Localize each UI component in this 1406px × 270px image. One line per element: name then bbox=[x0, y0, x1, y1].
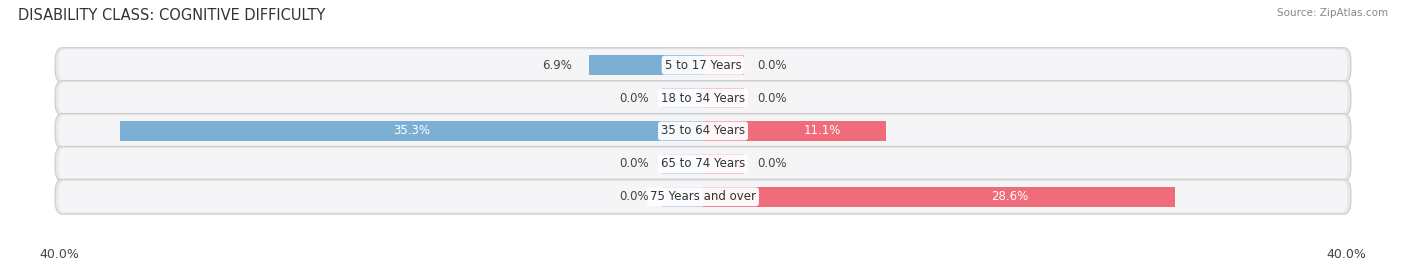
Text: 11.1%: 11.1% bbox=[803, 124, 841, 137]
Text: 40.0%: 40.0% bbox=[39, 248, 79, 261]
Text: 0.0%: 0.0% bbox=[758, 59, 787, 72]
Bar bbox=[703, 88, 744, 108]
Bar bbox=[703, 187, 1175, 207]
Bar bbox=[662, 187, 703, 207]
FancyBboxPatch shape bbox=[55, 113, 1351, 148]
Text: 18 to 34 Years: 18 to 34 Years bbox=[661, 92, 745, 104]
Text: 0.0%: 0.0% bbox=[758, 157, 787, 170]
Text: 35 to 64 Years: 35 to 64 Years bbox=[661, 124, 745, 137]
Text: 5 to 17 Years: 5 to 17 Years bbox=[665, 59, 741, 72]
Text: Source: ZipAtlas.com: Source: ZipAtlas.com bbox=[1277, 8, 1388, 18]
Text: 0.0%: 0.0% bbox=[619, 157, 648, 170]
Text: 0.0%: 0.0% bbox=[619, 190, 648, 203]
Bar bbox=[703, 154, 744, 174]
Bar bbox=[662, 88, 703, 108]
Bar bbox=[120, 121, 703, 141]
Text: 0.0%: 0.0% bbox=[619, 92, 648, 104]
FancyBboxPatch shape bbox=[59, 82, 1347, 114]
Bar bbox=[589, 55, 703, 75]
Bar bbox=[703, 55, 744, 75]
Text: 6.9%: 6.9% bbox=[543, 59, 572, 72]
Bar bbox=[662, 154, 703, 174]
FancyBboxPatch shape bbox=[55, 48, 1351, 83]
FancyBboxPatch shape bbox=[55, 81, 1351, 116]
FancyBboxPatch shape bbox=[59, 115, 1347, 147]
Text: 75 Years and over: 75 Years and over bbox=[650, 190, 756, 203]
FancyBboxPatch shape bbox=[55, 146, 1351, 181]
Text: 65 to 74 Years: 65 to 74 Years bbox=[661, 157, 745, 170]
FancyBboxPatch shape bbox=[59, 148, 1347, 180]
FancyBboxPatch shape bbox=[59, 49, 1347, 81]
Text: 40.0%: 40.0% bbox=[1327, 248, 1367, 261]
Text: DISABILITY CLASS: COGNITIVE DIFFICULTY: DISABILITY CLASS: COGNITIVE DIFFICULTY bbox=[18, 8, 326, 23]
FancyBboxPatch shape bbox=[55, 179, 1351, 214]
FancyBboxPatch shape bbox=[59, 181, 1347, 212]
Bar bbox=[703, 121, 886, 141]
Text: 28.6%: 28.6% bbox=[991, 190, 1029, 203]
Text: 35.3%: 35.3% bbox=[392, 124, 430, 137]
Text: 0.0%: 0.0% bbox=[758, 92, 787, 104]
